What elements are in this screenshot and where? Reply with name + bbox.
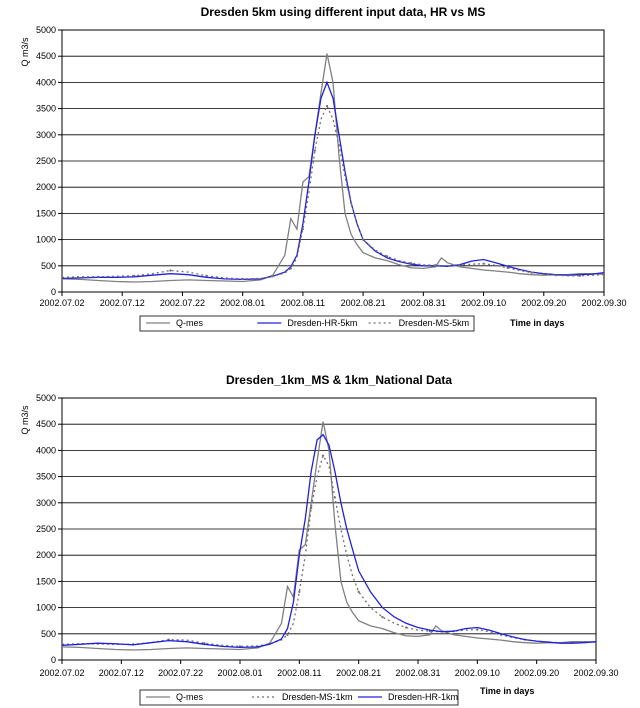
x-tick-label: 2002.08.01 <box>220 298 265 308</box>
legend-label: Q-mes <box>176 318 204 328</box>
y-tick-label: 3000 <box>36 498 56 508</box>
legend-label: Q-mes <box>176 692 204 702</box>
x-tick-label: 2002.09.10 <box>461 298 506 308</box>
y-tick-label: 4500 <box>36 51 56 61</box>
x-tick-label: 2002.07.02 <box>39 668 84 678</box>
series-point-3 <box>301 228 304 231</box>
y-tick-label: 2000 <box>36 550 56 560</box>
series-point-3 <box>271 275 274 278</box>
series-point-2 <box>405 626 408 629</box>
series-point-3 <box>241 277 244 280</box>
series-line-1 <box>61 421 597 651</box>
series-point-2 <box>286 633 289 636</box>
y-axis-label: Q m3/s <box>20 405 30 435</box>
x-tick-label: 2002.08.01 <box>217 668 262 678</box>
y-tick-label: 2500 <box>36 156 56 166</box>
x-axis-label: Time in days <box>480 686 534 696</box>
x-tick-label: 2002.09.30 <box>581 298 626 308</box>
x-tick-label: 2002.08.31 <box>401 298 446 308</box>
series-point-2 <box>333 496 337 499</box>
series-point-2 <box>310 506 313 510</box>
legend-label: Dresden-MS-5km <box>399 318 470 328</box>
series-point-2 <box>345 554 348 557</box>
y-tick-label: 1500 <box>36 208 56 218</box>
series-point-3 <box>133 274 136 277</box>
y-tick-label: 2500 <box>36 524 56 534</box>
y-tick-label: 4000 <box>36 77 56 87</box>
series-point-3 <box>434 264 437 267</box>
series-point-3 <box>386 255 389 258</box>
series-line-1 <box>61 53 605 283</box>
x-tick-label: 2002.09.20 <box>514 668 559 678</box>
series-point-3 <box>482 262 485 265</box>
series-point-3 <box>362 238 365 241</box>
chart-title: Dresden 5km using different input data, … <box>201 5 486 19</box>
series-point-3 <box>410 262 413 265</box>
series-point-3 <box>97 275 100 278</box>
series-point-3 <box>337 144 341 147</box>
x-tick-label: 2002.07.02 <box>39 298 84 308</box>
y-tick-label: 1500 <box>36 576 56 586</box>
x-tick-label: 2002.08.11 <box>281 298 325 308</box>
x-tick-label: 2002.07.12 <box>100 298 145 308</box>
y-tick-label: 0 <box>51 655 56 665</box>
chart-1: Dresden 5km using different input data, … <box>20 5 627 332</box>
legend-label: Dresden-HR-5km <box>287 318 357 328</box>
series-point-3 <box>205 274 208 277</box>
series-point-2 <box>381 615 384 619</box>
series-point-2 <box>298 590 301 593</box>
y-tick-label: 3000 <box>36 130 56 140</box>
series-point-3 <box>602 273 606 276</box>
x-axis-label: Time in days <box>510 318 564 328</box>
series-line-3 <box>61 104 605 280</box>
y-tick-label: 3500 <box>36 104 56 114</box>
y-tick-label: 0 <box>51 287 56 297</box>
series-line-2 <box>61 453 597 648</box>
series-point-3 <box>349 201 353 205</box>
x-tick-label: 2002.09.20 <box>521 298 566 308</box>
chart-title: Dresden_1km_MS & 1km_National Data <box>226 373 452 387</box>
y-tick-label: 500 <box>41 629 56 639</box>
y-tick-label: 5000 <box>36 393 56 403</box>
series-point-3 <box>506 266 509 269</box>
y-tick-label: 3500 <box>36 472 56 482</box>
series-point-2 <box>476 628 479 631</box>
y-axis-label: Q m3/s <box>20 37 30 67</box>
x-tick-label: 2002.07.12 <box>99 668 144 678</box>
y-tick-label: 5000 <box>36 25 56 35</box>
legend <box>139 689 459 706</box>
series-point-3 <box>458 264 461 267</box>
series-point-3 <box>325 104 329 108</box>
x-tick-label: 2002.07.22 <box>158 668 203 678</box>
y-tick-label: 4500 <box>36 419 56 429</box>
y-tick-label: 1000 <box>36 603 56 613</box>
legend-label: Dresden-MS-1km <box>282 692 353 702</box>
x-tick-label: 2002.09.10 <box>455 668 500 678</box>
y-tick-label: 1000 <box>36 235 56 245</box>
series-point-3 <box>554 274 557 277</box>
legend-label: Dresden-HR-1km <box>388 692 458 702</box>
x-tick-label: 2002.08.21 <box>336 668 381 678</box>
series-point-3 <box>530 271 533 274</box>
series-point-2 <box>321 454 325 457</box>
series-point-3 <box>60 276 64 279</box>
series-point-3 <box>169 269 172 272</box>
legend <box>139 315 475 332</box>
series-point-3 <box>289 267 292 270</box>
series-line-2 <box>61 80 605 281</box>
y-tick-label: 4000 <box>36 445 56 455</box>
y-tick-label: 2000 <box>36 182 56 192</box>
series-point-3 <box>578 274 582 277</box>
series-point-2 <box>357 590 360 593</box>
series-point-3 <box>313 149 317 152</box>
series-line-3 <box>61 433 597 649</box>
x-tick-label: 2002.09.30 <box>573 668 618 678</box>
x-tick-label: 2002.08.11 <box>277 668 321 678</box>
chart-2: Dresden_1km_MS & 1km_National Data 0 500 10… <box>20 373 619 706</box>
x-tick-label: 2002.08.31 <box>395 668 440 678</box>
x-tick-label: 2002.07.22 <box>160 298 205 308</box>
y-tick-label: 500 <box>41 261 56 271</box>
x-tick-label: 2002.08.21 <box>341 298 386 308</box>
